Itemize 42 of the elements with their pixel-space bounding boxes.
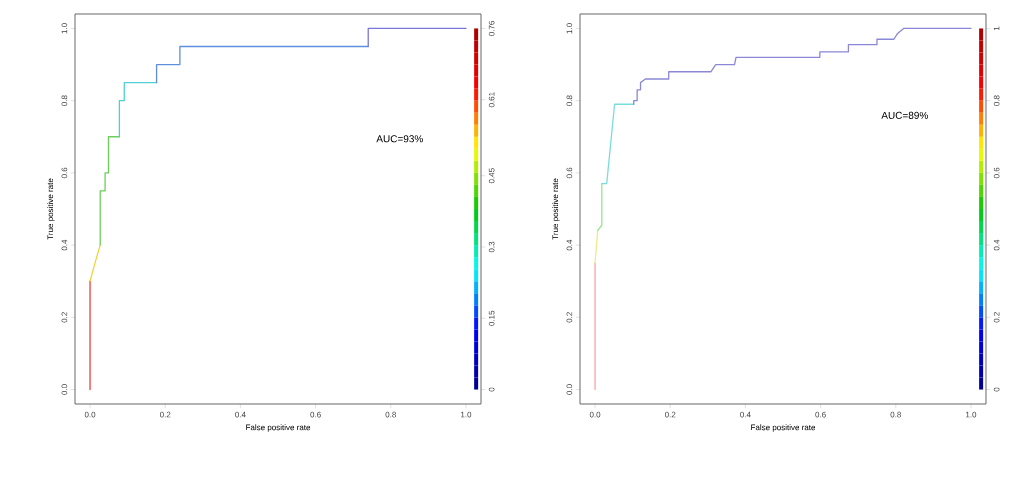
x-tick-label: 0.4 — [740, 411, 751, 418]
x-tick-label: 0.4 — [235, 411, 246, 418]
x-axis-title: False positive rate — [751, 424, 816, 432]
y-tick-label: 1.0 — [566, 23, 573, 34]
y-tick-label: 0.4 — [566, 239, 573, 251]
y-tick-label: 0.2 — [61, 312, 68, 323]
y-tick-label: 0.6 — [61, 167, 68, 179]
y2-tick-label: 0.3 — [488, 241, 495, 253]
y-axis-title: True positive rate — [47, 178, 55, 240]
x-tick-label: 0.8 — [890, 411, 901, 418]
y2-tick-label: 0 — [488, 387, 495, 392]
x-tick-label: 0.2 — [159, 411, 171, 418]
y2-tick-label: 0.45 — [488, 168, 495, 184]
x-tick-label: 0.0 — [589, 411, 601, 418]
y-tick-label: 0.4 — [61, 239, 68, 251]
x-tick-label: 0.6 — [310, 411, 321, 418]
y2-tick-label: 0.61 — [488, 92, 495, 108]
x-tick-label: 0.0 — [84, 411, 96, 418]
y-axis-title: True positive rate — [552, 178, 560, 240]
y2-tick-label: 0.2 — [993, 312, 1000, 323]
x-tick-label: 0.2 — [664, 411, 676, 418]
x-axis-title: False positive rate — [246, 424, 311, 432]
x-tick-label: 0.6 — [815, 411, 826, 418]
y2-tick-label: 0.76 — [488, 21, 495, 36]
y-tick-label: 0.2 — [566, 312, 573, 323]
y2-tick-label: 1 — [993, 26, 1000, 31]
y-tick-label: 0.0 — [61, 384, 68, 395]
y2-tick-label: 0.15 — [488, 310, 495, 326]
y-tick-label: 0.6 — [566, 167, 573, 179]
y2-tick-label: 0.8 — [993, 95, 1000, 106]
x-tick-label: 1.0 — [461, 411, 472, 418]
y2-tick-label: 0.6 — [993, 167, 1000, 179]
y2-tick-label: 0 — [993, 387, 1000, 392]
y-tick-label: 0.8 — [61, 95, 68, 106]
annotation: AUC=93% — [376, 135, 423, 143]
annotation: AUC=89% — [881, 111, 928, 119]
y-tick-label: 1.0 — [61, 23, 68, 34]
x-tick-label: 1.0 — [966, 411, 977, 418]
y-tick-label: 0.8 — [566, 95, 573, 106]
y2-tick-label: 0.4 — [993, 239, 1000, 251]
y-tick-label: 0.0 — [566, 384, 573, 395]
x-tick-label: 0.8 — [385, 411, 396, 418]
